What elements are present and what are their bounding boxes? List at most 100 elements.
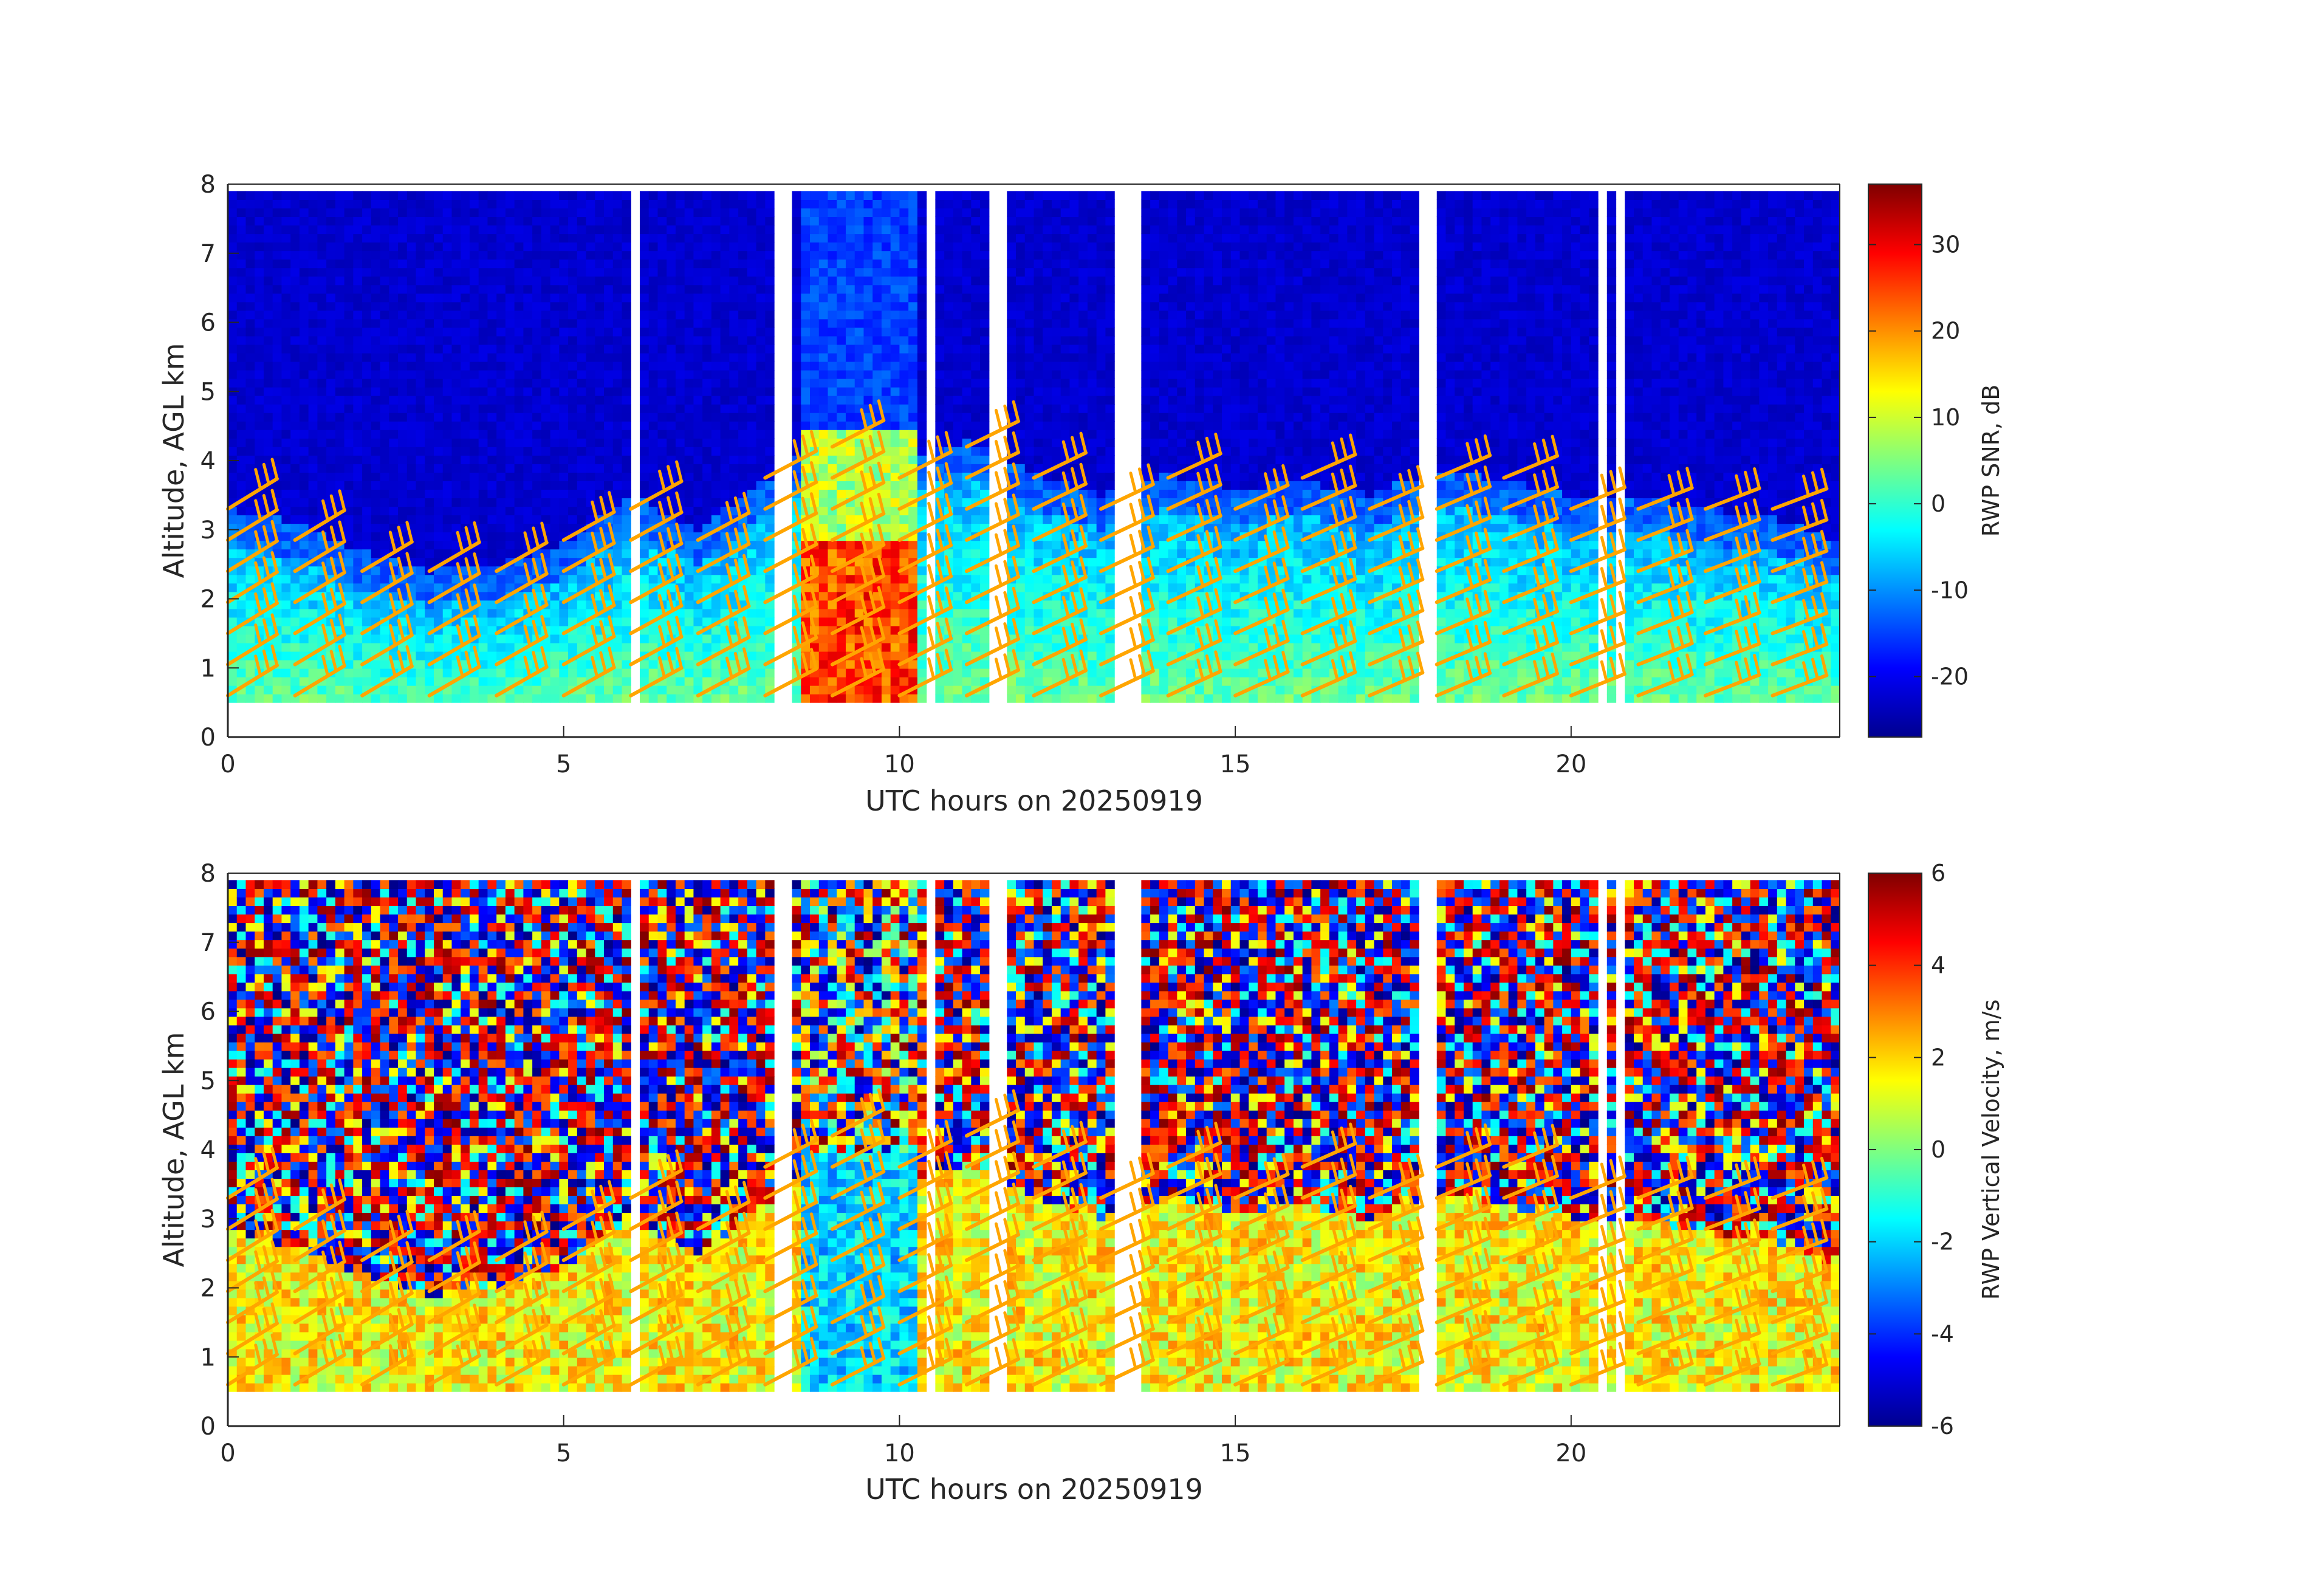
heatmap-cell	[532, 242, 541, 252]
heatmap-cell	[487, 430, 496, 439]
heatmap-cell	[461, 489, 470, 498]
heatmap-cell	[586, 191, 595, 200]
heatmap-cell	[264, 353, 273, 362]
heatmap-cell	[228, 481, 237, 490]
heatmap-cell	[721, 302, 730, 311]
heatmap-cell	[416, 566, 425, 575]
heatmap-cell	[407, 191, 416, 200]
heatmap-cell	[622, 515, 631, 524]
heatmap-cell	[255, 438, 264, 447]
heatmap-cell	[443, 413, 452, 422]
heatmap-cell	[899, 293, 908, 303]
heatmap-cell	[487, 302, 496, 311]
heatmap-cell	[846, 208, 855, 217]
heatmap-cell	[1016, 225, 1025, 234]
heatmap-cell	[317, 293, 326, 303]
heatmap-cell	[792, 404, 801, 413]
heatmap-cell	[300, 370, 309, 379]
heatmap-cell	[693, 387, 702, 396]
heatmap-cell	[506, 600, 515, 609]
heatmap-cell	[532, 251, 541, 260]
heatmap-cell	[290, 455, 300, 464]
heatmap-cell	[317, 694, 326, 703]
heatmap-cell	[980, 481, 989, 490]
heatmap-cell	[416, 464, 425, 473]
heatmap-cell	[515, 302, 524, 311]
heatmap-cell	[398, 413, 407, 422]
heatmap-cell	[1016, 685, 1025, 695]
heatmap-cell	[335, 242, 344, 252]
heatmap-cell	[721, 472, 730, 481]
heatmap-cell	[326, 472, 335, 481]
heatmap-cell	[729, 242, 738, 252]
heatmap-cell	[380, 660, 389, 669]
heatmap-cell	[846, 396, 855, 405]
heatmap-cell	[819, 293, 828, 303]
heatmap-cell	[245, 276, 255, 286]
heatmap-cell	[577, 276, 586, 286]
heatmap-cell	[685, 319, 694, 328]
heatmap-cell	[416, 310, 425, 320]
heatmap-cell	[657, 694, 667, 703]
heatmap-cell	[281, 489, 290, 498]
heatmap-cell	[702, 353, 711, 362]
heatmap-cell	[559, 251, 568, 260]
heatmap-cell	[506, 575, 515, 584]
heatmap-cell	[1016, 208, 1025, 217]
heatmap-cell	[559, 634, 568, 643]
heatmap-cell	[461, 310, 470, 320]
heatmap-cell	[908, 276, 917, 286]
heatmap-cell	[855, 328, 864, 337]
heatmap-cell	[917, 541, 927, 550]
heatmap-cell	[586, 404, 595, 413]
heatmap-cell	[891, 208, 900, 217]
heatmap-cell	[451, 370, 461, 379]
heatmap-cell	[541, 498, 550, 507]
heatmap-cell	[801, 353, 810, 362]
heatmap-cell	[335, 302, 344, 311]
heatmap-cell	[353, 259, 362, 269]
heatmap-cell	[407, 353, 416, 362]
heatmap-cell	[416, 651, 425, 660]
heatmap-cell	[908, 677, 917, 686]
heatmap-cell	[747, 430, 756, 439]
heatmap-cell	[487, 643, 496, 652]
heatmap-cell	[837, 668, 846, 677]
heatmap-cell	[747, 396, 756, 405]
heatmap-cell	[980, 379, 989, 388]
heatmap-cell	[309, 396, 318, 405]
heatmap-cell	[586, 447, 595, 456]
heatmap-cell	[389, 285, 398, 294]
heatmap-cell	[559, 387, 568, 396]
heatmap-cell	[711, 353, 721, 362]
heatmap-cell	[300, 498, 309, 507]
heatmap-cell	[604, 268, 613, 277]
heatmap-cell	[962, 609, 972, 618]
heatmap-cell	[451, 208, 461, 217]
heatmap-cell	[819, 609, 828, 618]
heatmap-cell	[801, 404, 810, 413]
heatmap-cell	[317, 353, 326, 362]
heatmap-cell	[344, 609, 354, 618]
heatmap-cell	[416, 549, 425, 558]
heatmap-cell	[496, 413, 506, 422]
heatmap-cell	[362, 345, 371, 354]
heatmap-cell	[810, 276, 819, 286]
heatmap-cell	[245, 208, 255, 217]
heatmap-cell	[245, 310, 255, 320]
heatmap-cell	[487, 472, 496, 481]
heatmap-cell	[335, 328, 344, 337]
heatmap-cell	[819, 328, 828, 337]
heatmap-cell	[344, 285, 354, 294]
heatmap-cell	[515, 481, 524, 490]
heatmap-cell	[309, 285, 318, 294]
heatmap-cell	[451, 685, 461, 695]
heatmap-cell	[496, 472, 506, 481]
heatmap-cell	[255, 216, 264, 225]
heatmap-cell	[281, 396, 290, 405]
heatmap-cell	[711, 660, 721, 669]
heatmap-cell	[846, 609, 855, 618]
heatmap-cell	[237, 362, 246, 371]
heatmap-cell	[550, 276, 560, 286]
heatmap-cell	[559, 498, 568, 507]
